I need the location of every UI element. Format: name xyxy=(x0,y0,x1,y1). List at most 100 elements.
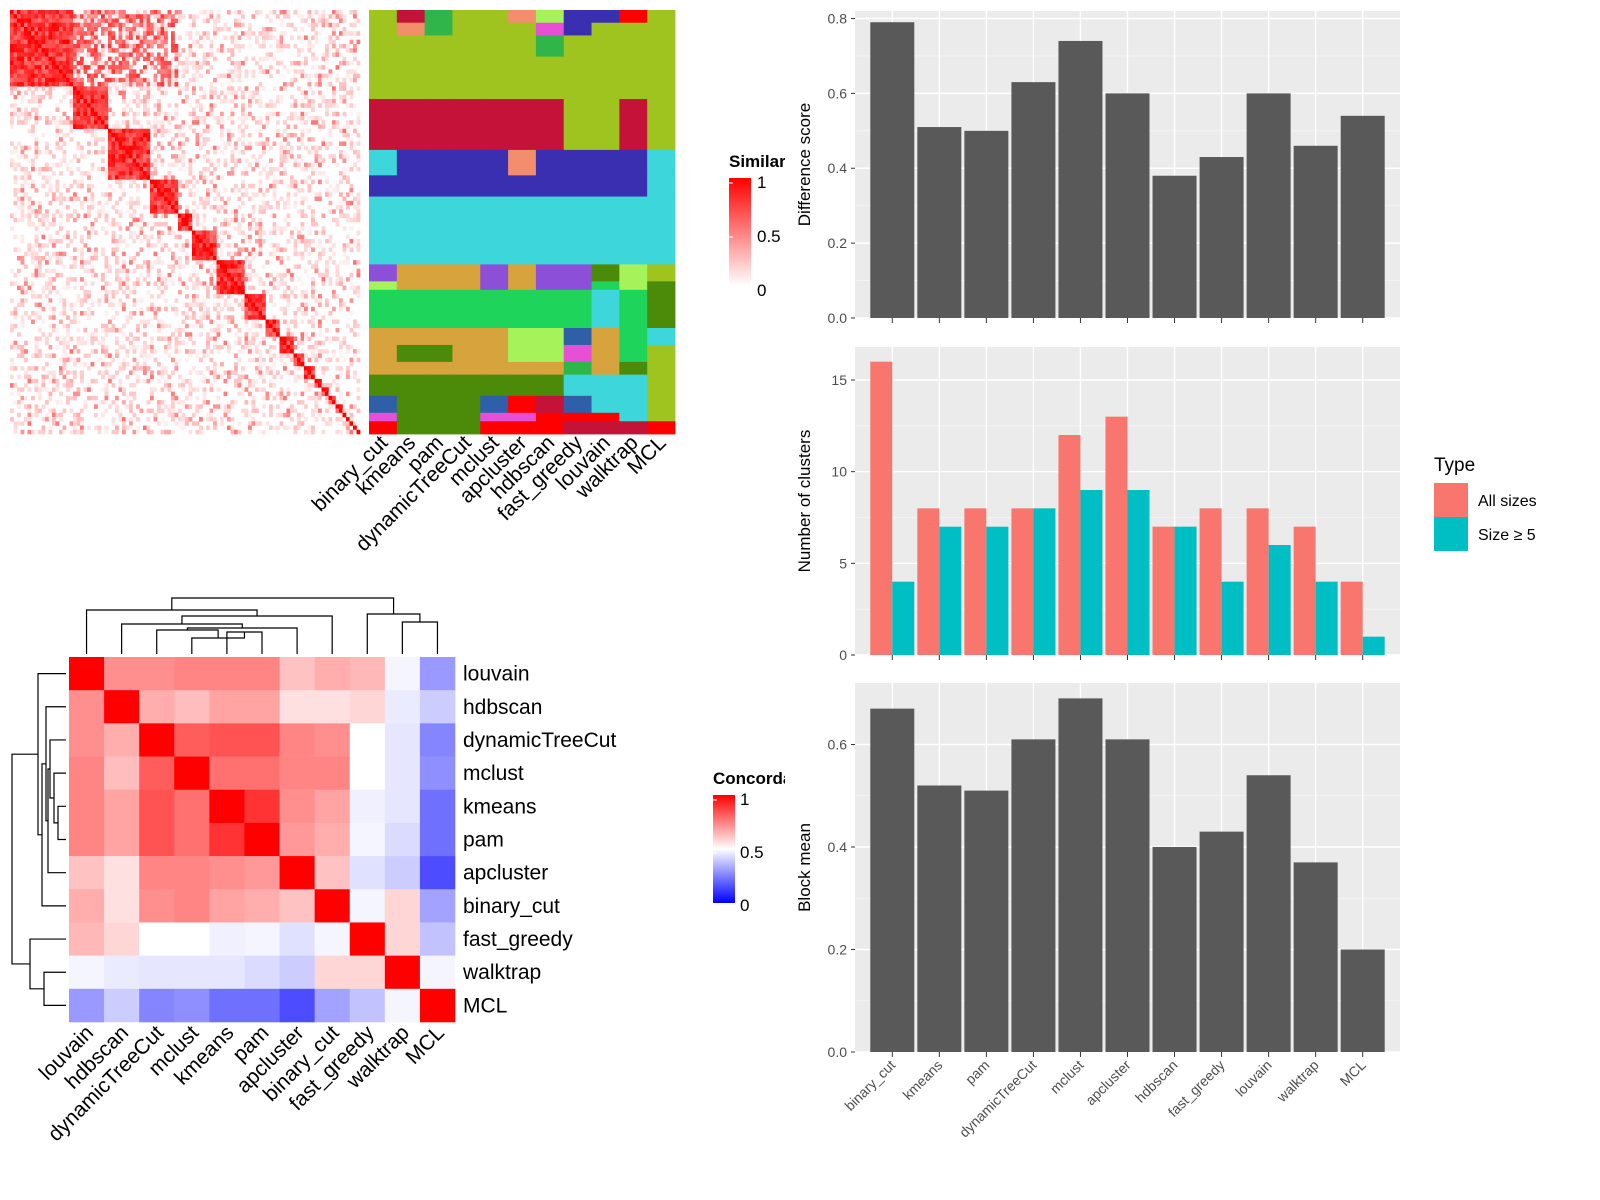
similarity-cell xyxy=(132,281,137,286)
similarity-cell xyxy=(41,387,46,392)
similarity-cell xyxy=(164,77,168,83)
similarity-cell xyxy=(248,234,252,240)
similarity-cell xyxy=(139,272,144,278)
similarity-cell xyxy=(52,417,56,422)
similarity-cell xyxy=(188,226,193,231)
similarity-cell xyxy=(258,183,263,189)
similarity-cell xyxy=(325,43,329,49)
concordance-cell xyxy=(314,955,351,990)
concordance-cell xyxy=(349,822,386,857)
similarity-cell xyxy=(220,48,224,53)
similarity-cell xyxy=(241,306,245,312)
similarity-cell xyxy=(90,311,95,316)
similarity-cell xyxy=(223,162,228,168)
similarity-cell xyxy=(150,124,154,130)
similarity-cell xyxy=(227,217,231,223)
similarity-cell xyxy=(318,340,322,346)
similarity-cell xyxy=(157,294,161,299)
similarity-cell xyxy=(62,111,67,117)
similarity-cell xyxy=(80,35,84,40)
similarity-cell xyxy=(167,209,172,214)
similarity-cell xyxy=(174,234,179,240)
similarity-cell xyxy=(122,357,126,363)
similarity-cell xyxy=(167,383,172,388)
similarity-cell xyxy=(13,31,18,36)
similarity-cell xyxy=(199,332,203,337)
similarity-cell xyxy=(104,328,109,333)
similarity-cell xyxy=(136,200,140,206)
similarity-cell xyxy=(318,154,322,159)
similarity-cell xyxy=(293,285,298,291)
similarity-cell xyxy=(160,196,165,202)
assignment-cell xyxy=(396,99,426,151)
similarity-cell xyxy=(171,332,175,337)
similarity-cell xyxy=(108,196,112,202)
similarity-cell xyxy=(185,82,189,87)
similarity-cell xyxy=(90,162,95,168)
similarity-cell xyxy=(52,10,56,15)
similarity-cell xyxy=(185,86,189,91)
similarity-cell xyxy=(143,179,147,185)
similarity-cell xyxy=(223,277,228,282)
similarity-cell xyxy=(34,344,39,350)
similarity-cell xyxy=(48,353,53,358)
similarity-cell xyxy=(181,425,186,431)
similarity-cell xyxy=(332,289,336,295)
similarity-cell xyxy=(38,311,42,316)
similarity-cell xyxy=(346,213,350,219)
similarity-cell xyxy=(10,328,14,333)
similarity-cell xyxy=(335,328,340,333)
similarity-cell xyxy=(146,149,151,155)
similarity-cell xyxy=(195,205,200,210)
similarity-cell xyxy=(293,200,298,206)
similarity-cell xyxy=(248,383,252,388)
similarity-cell xyxy=(132,311,137,316)
similarity-cell xyxy=(206,294,210,299)
similarity-cell xyxy=(48,255,53,261)
similarity-cell xyxy=(251,400,256,405)
similarity-cell xyxy=(129,222,133,227)
similarity-cell xyxy=(76,52,81,57)
similarity-cell xyxy=(157,188,161,193)
similarity-cell xyxy=(125,281,130,286)
similarity-cell xyxy=(286,69,291,74)
concordance-cell xyxy=(349,657,386,691)
similarity-cell xyxy=(17,196,21,202)
similarity-cell xyxy=(76,82,81,87)
similarity-cell xyxy=(87,289,91,295)
similarity-cell xyxy=(31,77,35,83)
similarity-cell xyxy=(318,412,322,418)
similarity-cell xyxy=(20,43,25,49)
similarity-cell xyxy=(129,149,133,155)
similarity-cell xyxy=(241,90,245,96)
similarity-cell xyxy=(129,344,133,350)
similarity-cell xyxy=(199,255,203,261)
similarity-cell xyxy=(321,417,326,422)
similarity-cell xyxy=(150,94,154,100)
similarity-cell xyxy=(164,243,168,248)
similarity-cell xyxy=(269,10,273,15)
similarity-cell xyxy=(171,39,175,45)
similarity-cell xyxy=(24,111,28,117)
similarity-cell xyxy=(111,323,116,329)
similarity-cell xyxy=(321,429,326,435)
similarity-cell xyxy=(244,264,249,269)
similarity-cell xyxy=(69,306,74,312)
similarity-cell xyxy=(220,205,224,210)
similarity-cell xyxy=(143,349,147,354)
similarity-cell xyxy=(304,268,308,274)
similarity-cell xyxy=(230,107,235,113)
similarity-cell xyxy=(31,22,35,28)
similarity-cell xyxy=(199,222,203,227)
similarity-cell xyxy=(339,82,343,87)
similarity-cell xyxy=(150,60,154,66)
similarity-cell xyxy=(283,412,287,418)
similarity-cell xyxy=(118,387,123,392)
similarity-cell xyxy=(31,31,35,36)
assignment-cell xyxy=(480,281,509,291)
similarity-cell xyxy=(108,35,112,40)
similarity-cell xyxy=(125,124,130,130)
similarity-cell xyxy=(97,166,102,172)
similarity-cell xyxy=(339,179,343,185)
similarity-cell xyxy=(227,35,231,40)
